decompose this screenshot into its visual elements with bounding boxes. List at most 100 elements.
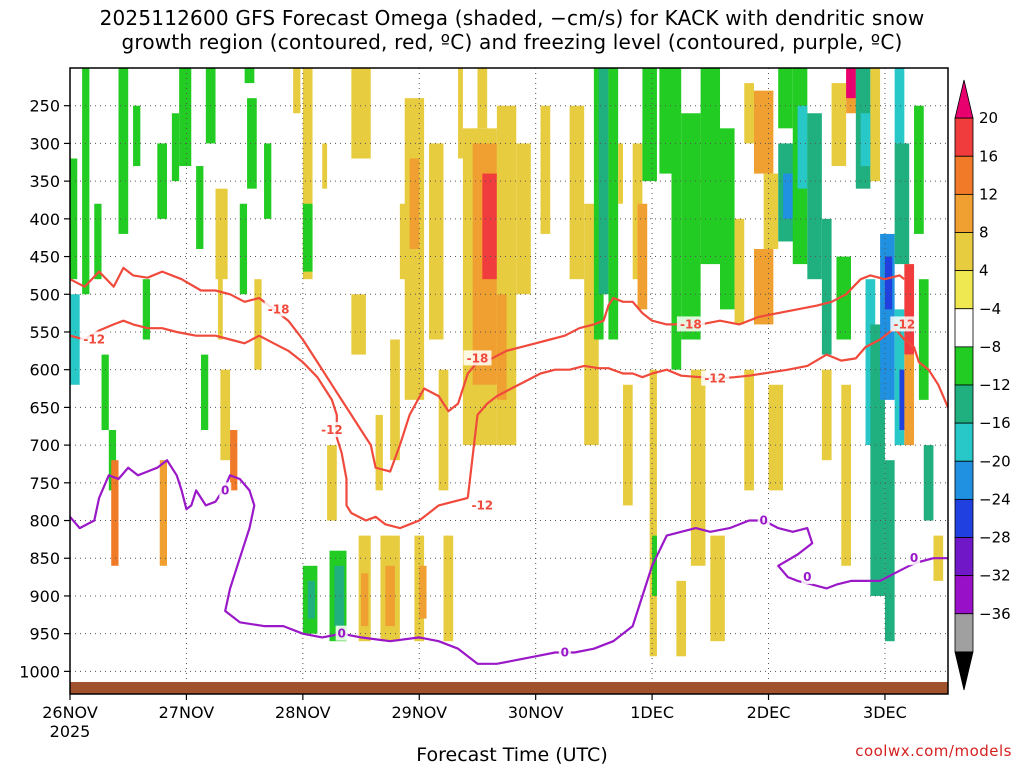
omega-cell-35: [351, 68, 371, 159]
contour-label-bg: [558, 644, 571, 660]
colorbar-segment: [954, 270, 974, 310]
omega-cell-10: [157, 143, 168, 219]
ground-strip: [70, 682, 948, 694]
x-tick-label: 29NOV: [391, 703, 447, 722]
omega-cell-70: [649, 369, 657, 657]
contour-label-bg: [317, 422, 346, 438]
y-tick-label: 850: [29, 549, 60, 568]
contour-label--18: -18: [680, 317, 702, 331]
colorbar-label: −12: [979, 376, 1011, 394]
y-tick-label: 500: [29, 285, 60, 304]
omega-cell-19: [220, 369, 231, 461]
omega-cell-73: [671, 68, 682, 370]
omega-cell-21: [239, 203, 248, 295]
contour-label-bg: [801, 569, 814, 585]
omega-cell-72: [659, 68, 672, 174]
colorbar-segment: [954, 346, 974, 386]
omega-cell-81: [744, 83, 754, 144]
colorbar-label: 12: [979, 185, 998, 203]
omega-cell-54: [482, 173, 497, 280]
omega-cell-8: [133, 105, 141, 167]
colorbar-segment: [954, 537, 974, 577]
omega-cell-23: [244, 68, 255, 84]
chart-title: 2025112600 GFS Forecast Omega (shaded, −…: [0, 6, 1024, 54]
omega-cell-42: [390, 339, 400, 461]
omega-cell-28: [302, 203, 313, 272]
omega-cell-89: [783, 173, 793, 219]
y-axis-ticks: 250 300 350 400 450 500 550 600 650 700 750 800 850 9…: [19, 97, 70, 681]
y-tick-label: 550: [29, 323, 60, 342]
colorbar-label: 8: [979, 224, 989, 242]
omega-cell-27: [302, 68, 313, 280]
contour-label-bg: [219, 482, 232, 498]
omega-cell-18: [217, 271, 223, 340]
y-tick-label: 900: [29, 587, 60, 606]
omega-cell-93: [821, 218, 832, 355]
omega-cell-12: [171, 113, 180, 182]
contour-lines: -18 -18 -18 -12 -12 -12 -12 -12 0 0 0 0 0 0: [69, 266, 950, 665]
omega-cell-115: [918, 279, 929, 400]
contour-label-0: 0: [759, 514, 767, 528]
omega-cell-71: [652, 535, 657, 596]
omega-cell-34: [334, 565, 345, 627]
colorbar-segment: [954, 232, 974, 272]
omega-cell-80: [734, 218, 745, 325]
colorbar-segment: [954, 308, 974, 348]
omega-cell-109: [894, 143, 910, 265]
omega-cell-92: [807, 113, 822, 280]
omega-cell-6: [111, 460, 119, 566]
omega-cell-95: [831, 83, 847, 167]
omega-cell-55: [477, 68, 488, 129]
contour-label-0: 0: [803, 570, 811, 584]
contour-label--18: -18: [467, 351, 489, 365]
contour-line--12: [69, 319, 950, 530]
omega-cell-66: [622, 384, 633, 506]
plot-frame: [69, 67, 949, 695]
contour-label-bg: [890, 316, 919, 332]
omega-cell-58: [516, 143, 531, 295]
omega-cell-48: [428, 143, 444, 340]
contour-label-0: 0: [561, 646, 569, 660]
x-tick-label: 28NOV: [275, 703, 331, 722]
omega-cell-45: [409, 158, 420, 250]
omega-cell-11: [159, 460, 168, 566]
colorbar-segment: [954, 460, 974, 500]
colorbar-segment-bottom: [954, 651, 974, 691]
omega-cell-24: [254, 279, 262, 370]
omega-cell-15: [200, 354, 209, 431]
colorbar-label: −8: [979, 338, 1001, 356]
omega-cell-76: [690, 369, 706, 566]
contour-line--18: [69, 266, 905, 473]
y-tick-label: 750: [29, 474, 60, 493]
contour-label-bg: [463, 350, 492, 366]
y-tick-label: 650: [29, 398, 60, 417]
omega-cell-63: [598, 68, 609, 295]
x-tick-label: 27NOV: [159, 703, 215, 722]
x-tick-label: 2DEC: [747, 703, 791, 722]
colorbar-label: −20: [979, 452, 1011, 470]
omega-cell-77: [700, 68, 721, 265]
omega-cell-112: [904, 264, 915, 355]
contour-label-0: 0: [910, 551, 918, 565]
colorbar-segment: [954, 498, 974, 538]
omega-cell-47: [419, 565, 427, 619]
omega-cell-108: [894, 68, 905, 144]
x-tick-label: 3DEC: [863, 703, 907, 722]
omega-cell-32: [327, 445, 337, 521]
omega-cell-0: [70, 294, 80, 385]
colorbar-label: −36: [979, 605, 1011, 623]
colorbar-label: 16: [979, 147, 998, 165]
x-axis-label: Forecast Time (UTC): [416, 744, 608, 766]
omega-cell-7: [118, 68, 129, 234]
omega-cell-64: [608, 68, 619, 340]
omega-cell-107: [884, 460, 895, 642]
credit-link[interactable]: coolwx.com/models: [855, 742, 1012, 760]
contour-label--12: -12: [83, 333, 105, 347]
omega-cell-14: [196, 166, 204, 250]
colorbar-label: −16: [979, 414, 1011, 432]
omega-cell-49: [438, 369, 449, 491]
x-tick-label: 1DEC: [630, 703, 674, 722]
omega-cell-60: [569, 105, 585, 280]
colorbar-label: 4: [979, 262, 989, 280]
